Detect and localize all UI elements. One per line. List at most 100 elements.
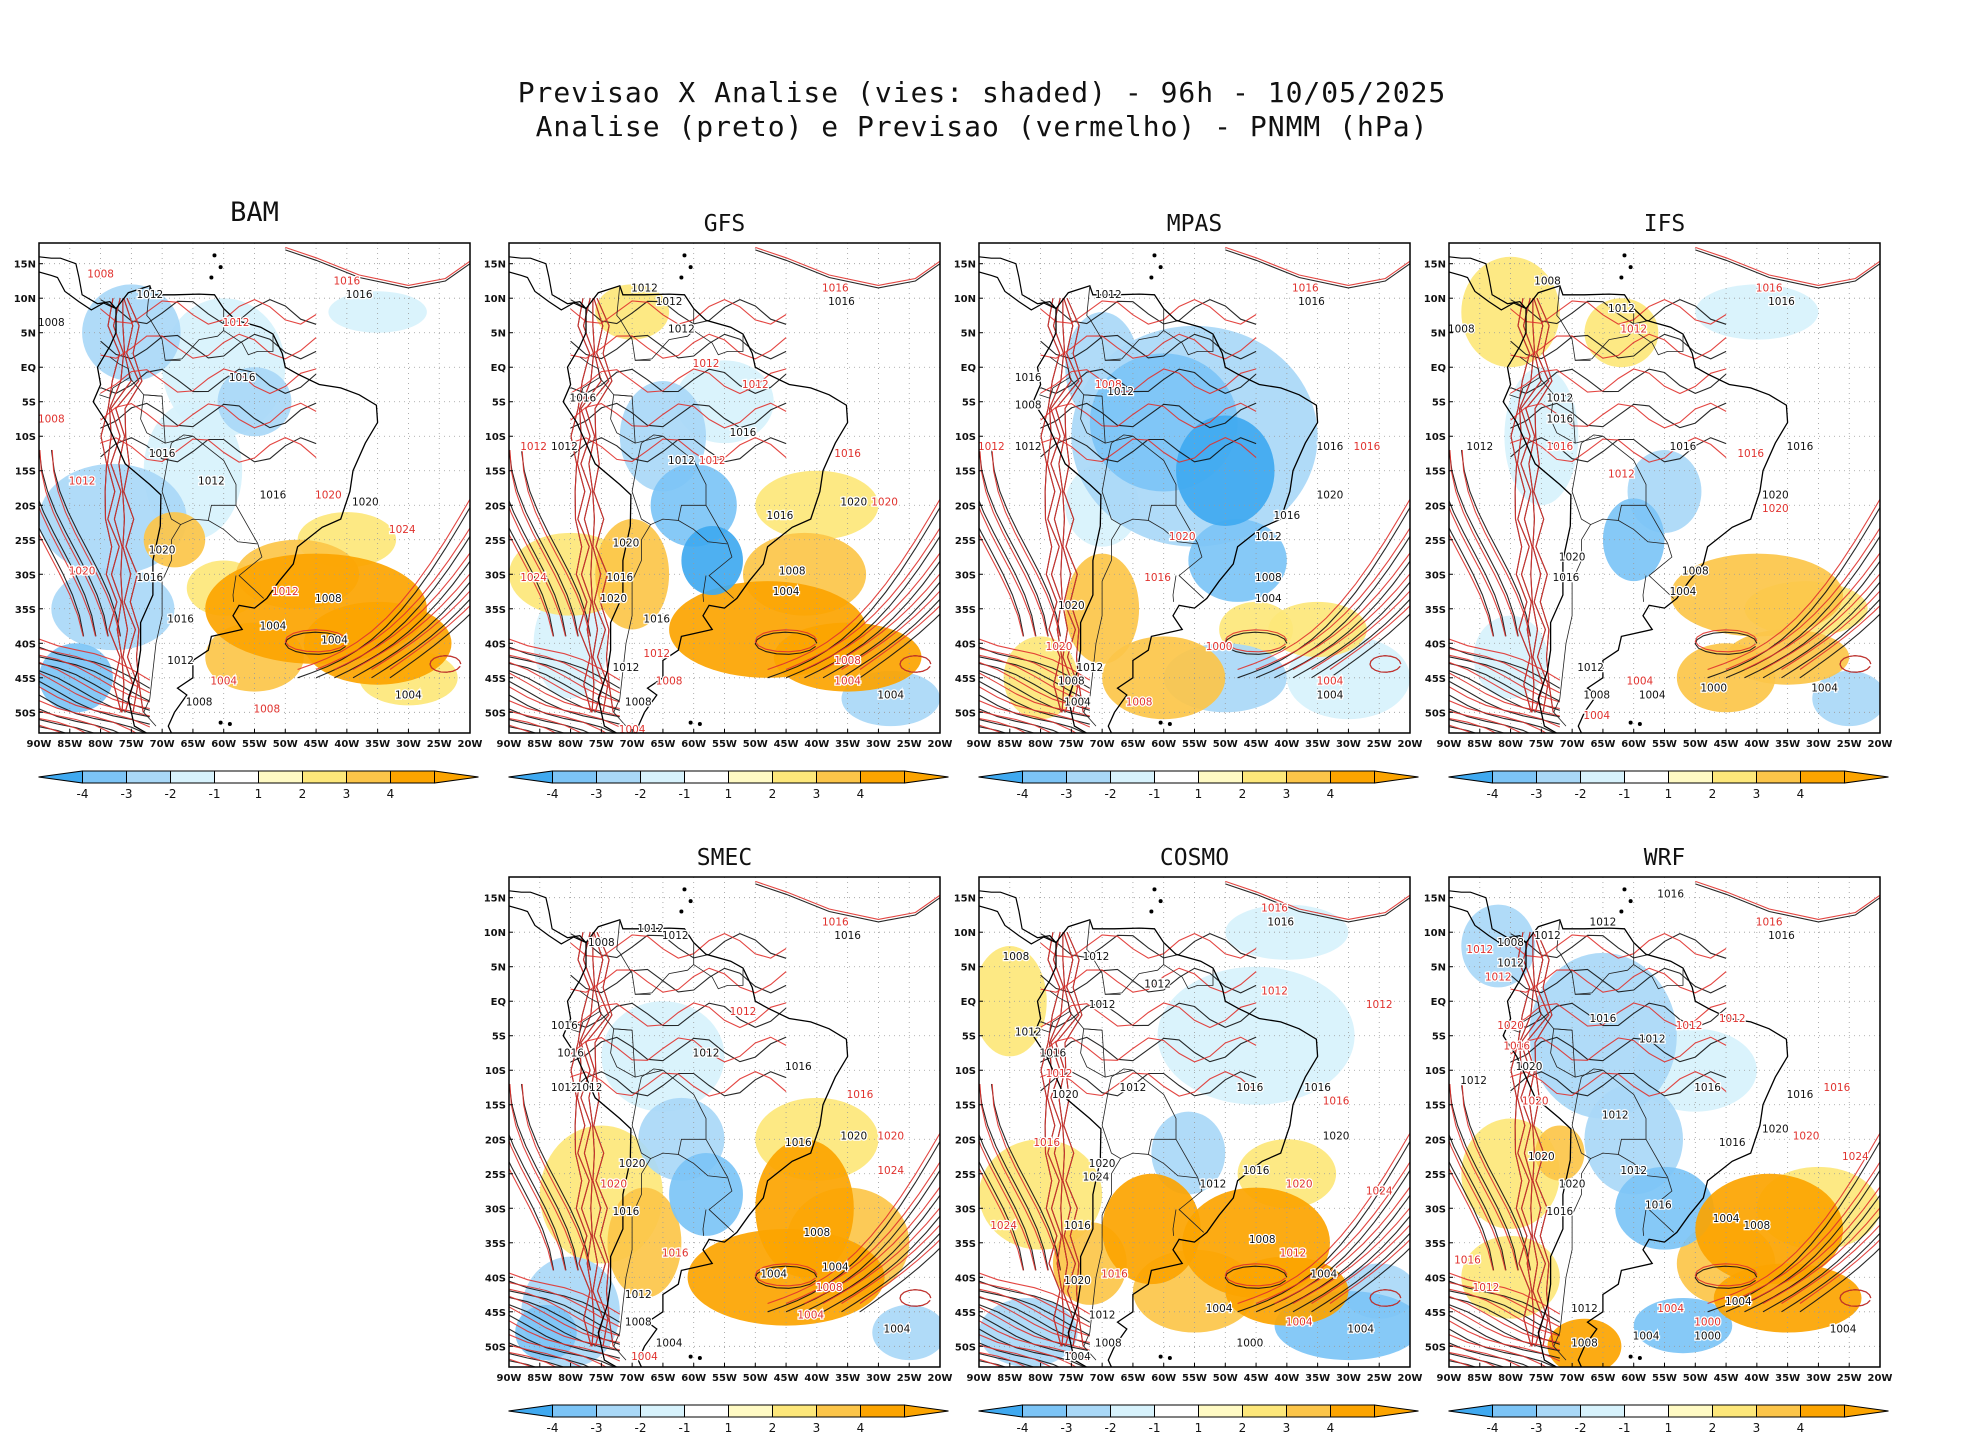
isobar-line (509, 1083, 579, 1271)
colorbar-segment (1286, 770, 1331, 784)
isobar-line (1449, 1167, 1494, 1271)
isobar-line (39, 505, 97, 637)
isobar-line (509, 526, 555, 637)
country-border (161, 491, 236, 526)
lat-label: 5N (491, 963, 506, 974)
contour-label: 1012 (1571, 1303, 1598, 1315)
isobar-line (1520, 932, 1544, 1347)
contour-label: 1016 (260, 489, 287, 501)
bias-shading (669, 1153, 743, 1236)
lon-label: 65W (650, 1373, 675, 1384)
contour-label: 1016 (1824, 1082, 1851, 1094)
contour-label: 1008 (1448, 324, 1475, 336)
country-border (1101, 434, 1133, 492)
colorbar-tick-label: -1 (1149, 1421, 1161, 1435)
isobar-line (521, 1083, 591, 1271)
country-border (1618, 520, 1668, 545)
lat-label: 40S (955, 639, 976, 650)
isobar-line (509, 1160, 555, 1271)
contour-label: 1004 (1713, 1213, 1740, 1225)
contour-label: 1016 (1645, 1199, 1672, 1211)
contour-label: 1016 (136, 572, 163, 584)
isobar-line (39, 638, 151, 681)
country-border (1083, 394, 1204, 599)
contour-label: 1012 (742, 379, 769, 391)
contour-label: 1016 (1670, 441, 1697, 453)
contour-label: 1016 (346, 289, 373, 301)
lat-label: 10N (14, 294, 36, 305)
bias-shading (595, 519, 670, 630)
contour-label: 1000 (1206, 641, 1233, 653)
colorbar-segment (1110, 770, 1155, 784)
contour-label: 1016 (767, 510, 794, 522)
colorbar-arrow-right (1844, 770, 1889, 784)
lat-label: 40S (1425, 639, 1446, 650)
contour-label: 1004 (1317, 689, 1344, 701)
contour-label: 1004 (321, 634, 348, 646)
bias-shading (601, 1001, 725, 1112)
country-border (1633, 964, 1684, 990)
isobar-line (1449, 1328, 1556, 1367)
contour-label: 1016 (1756, 916, 1783, 928)
colorbar-tick-label: -4 (1487, 787, 1499, 801)
contour-label: 1012 (693, 1047, 720, 1059)
lon-label: 85W (1467, 1373, 1492, 1384)
contour-label: 1024 (389, 524, 416, 536)
contour-label: 1012 (1083, 951, 1110, 963)
colorbar-tick-label: 4 (857, 1421, 865, 1435)
isobar-line (1237, 1140, 1410, 1313)
colorbar-tick-label: 3 (1283, 1421, 1291, 1435)
colorbar-segment (640, 1404, 685, 1418)
colorbar-arrow-right (1374, 770, 1419, 784)
isobar-line (110, 298, 134, 713)
lat-label: 25S (485, 536, 506, 547)
lon-label: 90W (967, 1373, 992, 1384)
isobar-line (1839, 1289, 1872, 1307)
isobar-line (100, 436, 317, 463)
isobar-line (1449, 686, 1561, 728)
contour-label: 1012 (1089, 1310, 1116, 1322)
lat-label: 5N (491, 329, 506, 340)
lon-label: 85W (997, 1373, 1022, 1384)
colorbar-arrow-right (434, 770, 479, 784)
lat-label: 10S (955, 1066, 976, 1077)
bias-shading (1461, 256, 1560, 368)
isobar-line (1510, 333, 1727, 360)
contour-label: 1012 (1015, 1027, 1042, 1039)
isobar-line (1449, 505, 1507, 637)
lat-label: 10N (954, 928, 976, 939)
isobar-line (1329, 613, 1410, 679)
contour-label: 1012 (520, 441, 547, 453)
contour-label: 1016 (1064, 1220, 1091, 1232)
isobar-line (1762, 572, 1880, 670)
isobar-line (39, 718, 96, 733)
lon-label: 75W (1529, 739, 1554, 750)
lon-label: 70W (620, 1373, 645, 1384)
isobar-line (1274, 560, 1410, 679)
contour-label: 1016 (551, 1020, 578, 1032)
contour-label: 1008 (1095, 379, 1122, 391)
lat-label: 50S (485, 1342, 506, 1353)
isobar-line (593, 931, 614, 1347)
country-border (1553, 524, 1591, 727)
colorbar-tick-label: 2 (1239, 787, 1247, 801)
contour-label: 1020 (871, 496, 898, 508)
isobar-line (1255, 526, 1410, 671)
isobar-line (100, 298, 317, 325)
country-border (1553, 1028, 1674, 1233)
contour-label: 1020 (149, 545, 176, 557)
lon-label: 85W (527, 1373, 552, 1384)
contour-label: 1020 (877, 1130, 904, 1142)
isobar-line (1311, 590, 1410, 670)
contour-label: 1020 (613, 538, 640, 550)
contour-label: 1004 (1206, 1303, 1233, 1315)
lat-label: 25S (1425, 1170, 1446, 1181)
isobar-line (39, 694, 146, 733)
colorbar-tick-label: -1 (679, 1421, 691, 1435)
contour-label: 1020 (1522, 1096, 1549, 1108)
coastline (1449, 890, 1527, 944)
island (1167, 722, 1172, 727)
isobar-line (39, 654, 150, 703)
lon-label: 55W (1652, 1373, 1677, 1384)
isobar-line (1449, 1280, 1561, 1323)
